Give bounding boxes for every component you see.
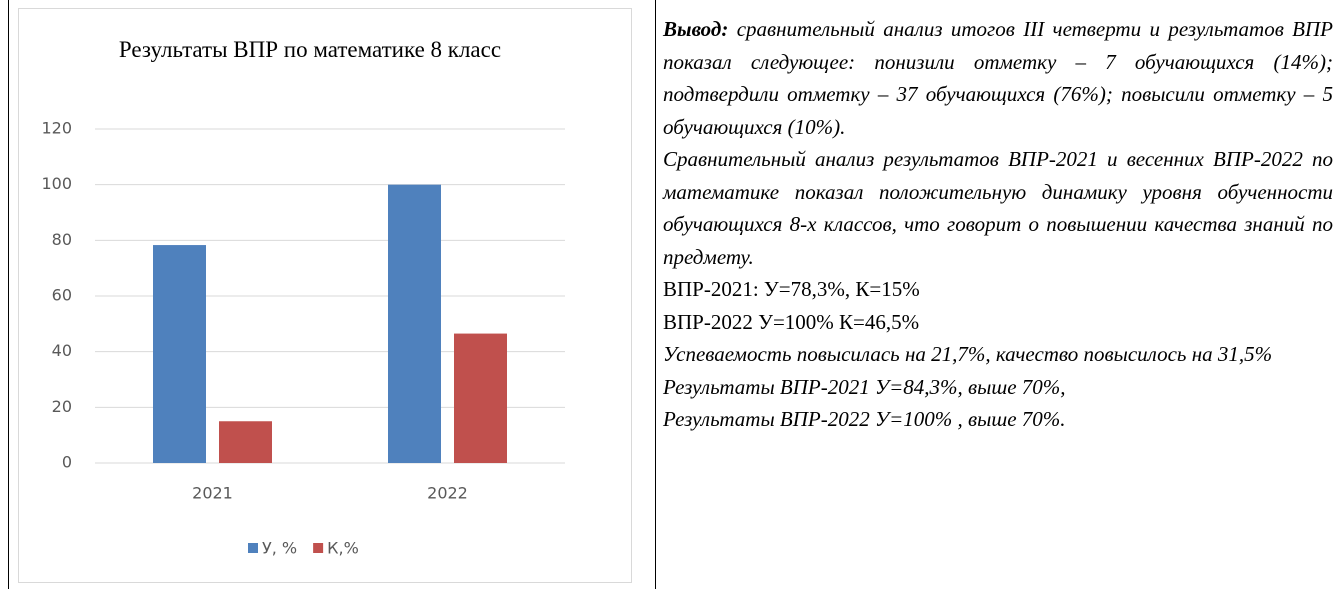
paragraph: Сравнительный анализ результатов ВПР-202… [663,147,1333,269]
legend-swatch [313,543,324,553]
legend-swatch [248,543,258,553]
label: Вывод: [663,17,729,41]
y-tick-label: 80 [52,230,72,249]
table-border [655,0,656,589]
text: сравнительный анализ итогов III четверти… [663,17,1334,139]
legend-label: У, % [262,539,297,558]
y-tick-label: 120 [41,119,72,138]
legend-label: К,% [327,539,359,558]
bar [219,421,272,463]
paragraph: Результаты ВПР-2021 У=84,3%, выше 70%, [663,374,1066,399]
y-tick-label: 60 [52,286,72,305]
paragraph: ВПР-2021: У=78,3%, К=15% [663,277,920,301]
bar [388,184,441,463]
y-tick-label: 0 [62,453,72,472]
bar [153,245,206,463]
x-tick-label: 2022 [427,484,468,503]
y-tick-label: 40 [52,341,72,360]
y-tick-label: 100 [41,174,72,193]
x-tick-label: 2021 [192,484,233,503]
text-cell: Вывод: сравнительный анализ итогов III ч… [663,13,1333,436]
y-tick-label: 20 [52,397,72,416]
chart-frame [18,8,632,583]
paragraph: ВПР-2022 У=100% К=46,5% [663,309,920,334]
paragraph: Вывод: сравнительный анализ итогов III ч… [663,13,1333,143]
paragraph: Результаты ВПР-2022 У=100% , выше 70%. [663,407,1066,431]
bar [454,333,507,463]
chart-title: Результаты ВПР по математике 8 класс [118,37,502,62]
chart: 0 20 40 60 80 100 120 2021 2022 У, % К,% [41,119,565,558]
table-border [8,0,9,589]
paragraph: Успеваемость повысилась на 21,7%, качест… [663,342,1273,366]
